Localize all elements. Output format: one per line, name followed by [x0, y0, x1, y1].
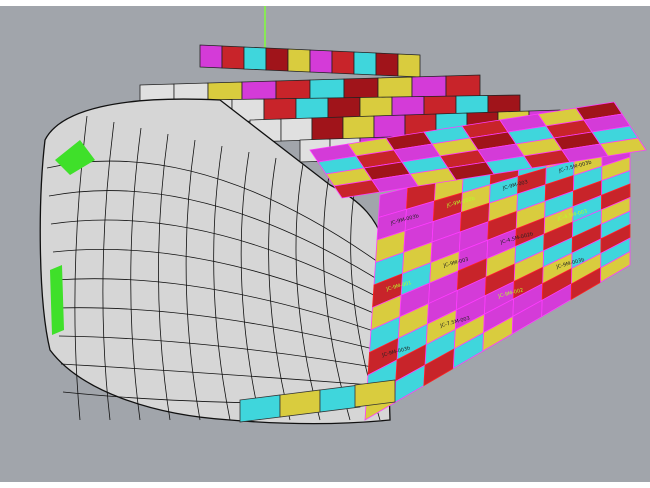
- grid-line: [240, 151, 261, 421]
- fin-panel: [331, 50, 355, 75]
- panel-tiles: [239, 101, 647, 423]
- grid-line: [52, 248, 386, 319]
- fin-panel: [375, 52, 399, 77]
- fin-panel: [287, 48, 311, 73]
- fin-panel: [342, 115, 375, 140]
- fin-panel: [265, 47, 289, 72]
- grid-line: [54, 278, 386, 336]
- fin-panel: [373, 114, 406, 139]
- green-edge-panel: [55, 140, 95, 175]
- hull-grid-lines: [46, 115, 386, 421]
- grid-line: [322, 169, 351, 421]
- grid-line: [295, 163, 321, 421]
- grid-line: [213, 145, 231, 421]
- 3d-viewport[interactable]: JC-9M-003b JC-9M-002b JC-9M-003 JC-7.5M-003…: [0, 6, 650, 482]
- tile: [319, 384, 361, 413]
- grid-line: [130, 127, 142, 421]
- fin-panel: [295, 97, 329, 121]
- fin-panel: [309, 49, 333, 74]
- fin-panel: [353, 51, 377, 76]
- tile: [600, 250, 631, 283]
- fin-panel: [221, 45, 245, 70]
- tile: [354, 379, 396, 408]
- tile: [279, 389, 321, 418]
- fin-panel: [445, 74, 481, 99]
- grid-line: [50, 219, 386, 302]
- model-canvas: JC-9M-003bJC-9M-002bJC-9M-003JC-7.5M-003…: [39, 6, 647, 425]
- fin-panel: [397, 53, 421, 78]
- grid-line: [60, 363, 386, 387]
- fin-panel: [199, 44, 223, 69]
- fin-panel: [311, 116, 344, 141]
- grid-line: [102, 121, 115, 421]
- grid-line: [58, 335, 386, 370]
- fin-panel: [243, 46, 267, 71]
- grid-line: [158, 133, 171, 421]
- tile: [599, 137, 647, 157]
- grid-line: [268, 157, 291, 421]
- fin-panel: [280, 117, 313, 142]
- grid-line: [48, 190, 386, 285]
- fin-panel: [263, 98, 297, 122]
- grid-line: [56, 307, 386, 353]
- green-edge-panel: [50, 265, 64, 335]
- fin-panel: [411, 75, 447, 100]
- grid-line: [185, 139, 201, 421]
- tile: [239, 394, 281, 423]
